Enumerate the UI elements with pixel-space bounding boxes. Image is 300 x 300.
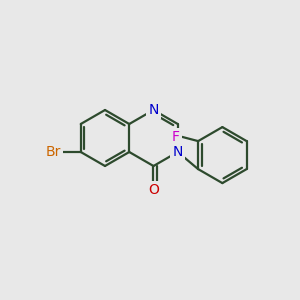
Text: N: N: [172, 145, 183, 159]
Text: N: N: [148, 103, 159, 117]
Text: Br: Br: [45, 145, 61, 159]
Text: F: F: [172, 130, 180, 144]
Text: O: O: [148, 183, 159, 197]
